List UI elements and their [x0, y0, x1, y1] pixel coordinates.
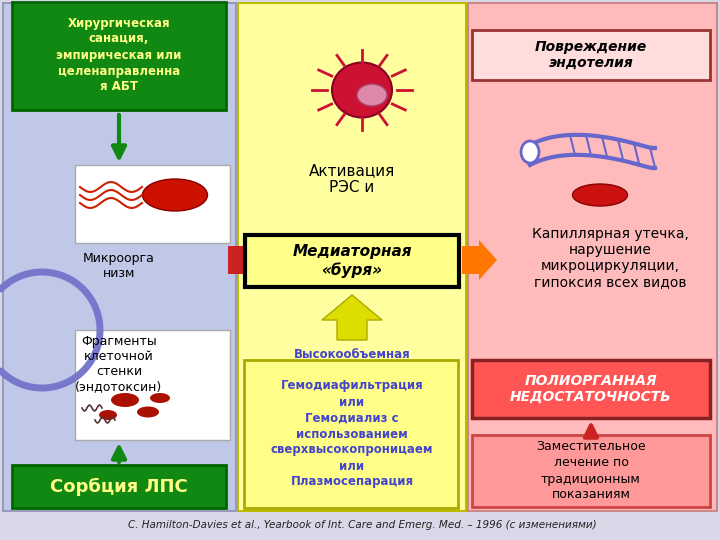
Ellipse shape: [111, 393, 139, 407]
Text: Заместительное
лечение по
традиционным
показаниям: Заместительное лечение по традиционным п…: [536, 441, 646, 502]
Bar: [238, 3, 466, 511]
Ellipse shape: [150, 393, 170, 403]
FancyArrow shape: [462, 240, 497, 280]
Bar: [244, 360, 458, 508]
Ellipse shape: [143, 179, 207, 211]
Ellipse shape: [357, 84, 387, 106]
Bar: [472, 30, 710, 80]
Text: Повреждение
эндотелия: Повреждение эндотелия: [535, 40, 647, 70]
Ellipse shape: [137, 407, 159, 417]
Bar: [12, 2, 226, 110]
FancyArrow shape: [322, 295, 382, 340]
Text: Фрагменты
клеточной
стенки
(эндотоксин): Фрагменты клеточной стенки (эндотоксин): [76, 335, 163, 393]
Ellipse shape: [521, 141, 539, 163]
Text: Капиллярная утечка,
нарушение
микроциркуляции,
гипоксия всех видов: Капиллярная утечка, нарушение микроцирку…: [531, 227, 688, 289]
Ellipse shape: [99, 410, 117, 420]
Text: Медиаторная
«буря»: Медиаторная «буря»: [292, 245, 412, 278]
Text: Сорбция ЛПС: Сорбция ЛПС: [50, 478, 188, 496]
Text: ПОЛИОРГАННАЯ
НЕДОСТАТОЧНОСТЬ: ПОЛИОРГАННАЯ НЕДОСТАТОЧНОСТЬ: [510, 374, 672, 404]
Bar: [12, 465, 226, 508]
Bar: [245, 235, 459, 287]
Text: Высокообъемная: Высокообъемная: [294, 348, 410, 361]
Bar: [3, 3, 236, 511]
Text: Хирургическая
санация,
эмпирическая или
целенаправленна
я АБТ: Хирургическая санация, эмпирическая или …: [56, 17, 181, 93]
Bar: [75, 330, 230, 440]
Bar: [468, 3, 717, 511]
Bar: [472, 360, 710, 418]
FancyArrow shape: [228, 240, 263, 280]
Text: Гемодиафильтрация
или
Гемодиализ с
использованием
сверхвысокопроницаем
или
Плазм: Гемодиафильтрация или Гемодиализ с испол…: [271, 380, 433, 489]
Bar: [75, 165, 230, 243]
Text: C. Hamilton-Davies et al., Yearbook of Int. Care and Emerg. Med. – 1996 (с измен: C. Hamilton-Davies et al., Yearbook of I…: [127, 520, 596, 530]
Text: Активация
РЭС и: Активация РЭС и: [309, 163, 395, 195]
Text: Микроорга
низм: Микроорга низм: [83, 252, 155, 280]
Bar: [472, 435, 710, 507]
Ellipse shape: [572, 184, 628, 206]
Ellipse shape: [332, 63, 392, 118]
